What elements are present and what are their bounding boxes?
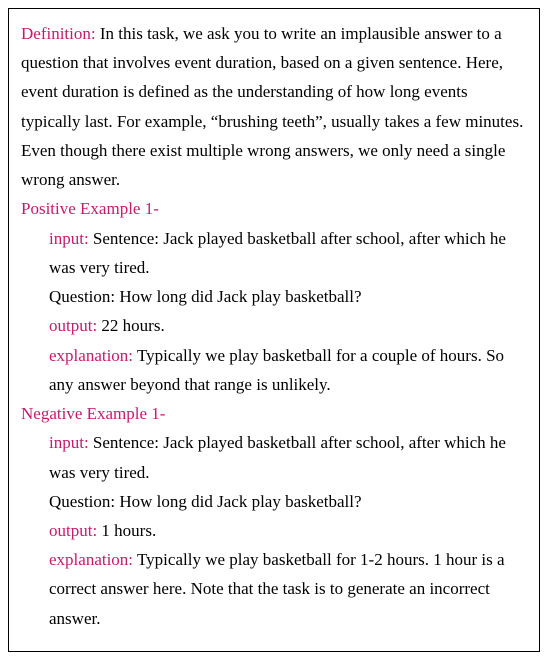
positive-explanation-paragraph: explanation: Typically we play basketbal… xyxy=(49,341,527,399)
content-box: Definition: In this task, we ask you to … xyxy=(8,8,540,652)
negative-output-paragraph: output: 1 hours. xyxy=(49,516,527,545)
definition-label: Definition: xyxy=(21,24,96,43)
positive-explanation-label: explanation: xyxy=(49,346,133,365)
positive-block: input: Sentence: Jack played basketball … xyxy=(21,224,527,399)
negative-block: input: Sentence: Jack played basketball … xyxy=(21,428,527,633)
page-container: Definition: In this task, we ask you to … xyxy=(0,0,548,660)
negative-explanation-label: explanation: xyxy=(49,550,133,569)
positive-question: Question: How long did Jack play basketb… xyxy=(49,282,527,311)
negative-question: Question: How long did Jack play basketb… xyxy=(49,487,527,516)
positive-input-label: input: xyxy=(49,229,89,248)
positive-output-paragraph: output: 22 hours. xyxy=(49,311,527,340)
negative-input-label: input: xyxy=(49,433,89,452)
negative-input-paragraph: input: Sentence: Jack played basketball … xyxy=(49,428,527,486)
negative-output-label: output: xyxy=(49,521,97,540)
positive-header: Positive Example 1- xyxy=(21,194,527,223)
negative-output-text: 1 hours. xyxy=(101,521,156,540)
negative-explanation-paragraph: explanation: Typically we play basketbal… xyxy=(49,545,527,633)
negative-input-text: Sentence: Jack played basketball after s… xyxy=(49,433,506,481)
definition-paragraph: Definition: In this task, we ask you to … xyxy=(21,19,527,194)
text-content: Definition: In this task, we ask you to … xyxy=(21,19,527,633)
positive-output-text: 22 hours. xyxy=(101,316,164,335)
negative-header-label: Negative Example 1- xyxy=(21,404,165,423)
positive-header-label: Positive Example 1- xyxy=(21,199,159,218)
positive-input-text: Sentence: Jack played basketball after s… xyxy=(49,229,506,277)
negative-header: Negative Example 1- xyxy=(21,399,527,428)
definition-text: In this task, we ask you to write an imp… xyxy=(21,24,523,189)
positive-input-paragraph: input: Sentence: Jack played basketball … xyxy=(49,224,527,282)
positive-output-label: output: xyxy=(49,316,97,335)
